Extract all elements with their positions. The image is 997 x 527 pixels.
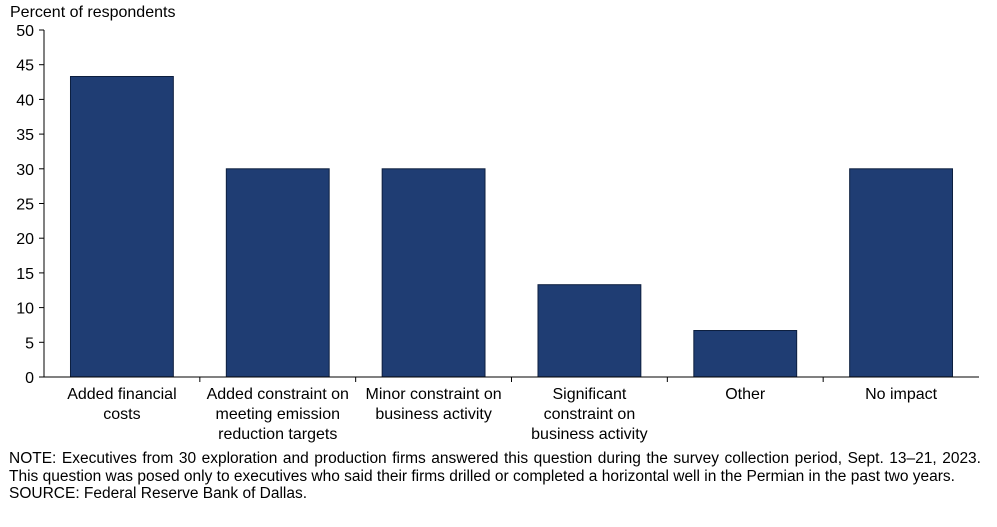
source-text: SOURCE: Federal Reserve Bank of Dallas. [9, 485, 308, 502]
x-category-label: Added financial costs [67, 386, 176, 423]
x-category-label: Added constraint on meeting emission reduc… [207, 386, 349, 443]
y-axis-title: Percent of respondents [10, 4, 175, 21]
y-tick-label: 0 [25, 370, 34, 387]
y-tick-label: 5 [25, 335, 34, 352]
y-tick-label: 40 [16, 92, 34, 109]
bar [225, 168, 330, 378]
bars [69, 75, 954, 378]
x-category-label: No impact [865, 386, 938, 403]
y-tick-label: 35 [16, 127, 34, 144]
bar [537, 284, 642, 378]
x-axis-labels: Added financial costs Added constraint on m… [67, 386, 937, 443]
bar-chart: Percent of respondents 0 5 10 15 20 25 30 35 40 4… [10, 4, 979, 443]
bar [693, 330, 798, 378]
bar [849, 168, 954, 378]
y-tick-label: 10 [16, 301, 34, 318]
note-text: NOTE: Executives from 30 exploration and… [9, 450, 981, 485]
x-category-label: Minor constraint on business activity [366, 386, 502, 423]
bar [69, 75, 174, 378]
y-tick-label: 15 [16, 266, 34, 283]
y-tick-label: 20 [16, 231, 34, 248]
y-axis-ticks: 0 5 10 15 20 25 30 35 40 45 50 [16, 23, 824, 387]
x-category-label: Other [725, 386, 766, 403]
y-tick-label: 30 [16, 162, 34, 179]
x-category-label: Significant constraint on business activit… [531, 386, 648, 443]
bar [381, 168, 486, 378]
y-tick-label: 45 [16, 58, 34, 75]
y-tick-label: 25 [16, 197, 34, 214]
chart-note: NOTE: Executives from 30 exploration and… [9, 450, 981, 503]
y-tick-label: 50 [16, 23, 34, 40]
